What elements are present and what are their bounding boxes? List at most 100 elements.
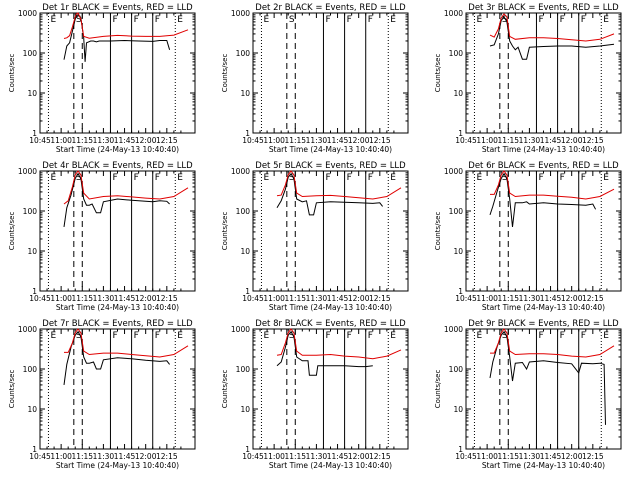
x-axis-label: Start Time (24-May-13 10:40:40) bbox=[269, 461, 392, 470]
x-tick-label: 12:15 bbox=[156, 294, 178, 303]
x-tick-label: 10:45 bbox=[455, 452, 477, 461]
series-events bbox=[63, 14, 171, 62]
x-tick-label: 11:00 bbox=[50, 294, 72, 303]
marker-label: E bbox=[177, 173, 183, 183]
series-lld bbox=[63, 170, 189, 205]
y-tick-label: 1 bbox=[32, 287, 37, 296]
x-tick-label: 11:00 bbox=[50, 136, 72, 145]
marker-label: E bbox=[50, 173, 56, 183]
plot-frame bbox=[465, 12, 622, 134]
plot-frame bbox=[39, 12, 196, 134]
y-tick-label: 1 bbox=[32, 445, 37, 454]
x-axis-label: Start Time (24-May-13 10:40:40) bbox=[269, 145, 392, 154]
chart-title: Det 5r BLACK = Events, RED = LLD bbox=[255, 161, 406, 171]
y-tick-label: 100 bbox=[236, 207, 251, 216]
x-tick-label: 11:45 bbox=[327, 294, 349, 303]
chart-title: Det 2r BLACK = Events, RED = LLD bbox=[255, 3, 406, 13]
panel: Det 3r BLACK = Events, RED = LLD Counts/s… bbox=[434, 3, 622, 154]
x-tick-label: 11:15 bbox=[71, 294, 93, 303]
x-tick-label: 10:45 bbox=[242, 452, 264, 461]
marker-label: S bbox=[502, 331, 508, 341]
y-tick-label: 1 bbox=[458, 129, 463, 138]
marker-label: F bbox=[347, 173, 352, 183]
chart-title: Det 6r BLACK = Events, RED = LLD bbox=[468, 161, 619, 171]
x-tick-label: 11:30 bbox=[93, 136, 115, 145]
x-axis-label: Start Time (24-May-13 10:40:40) bbox=[482, 461, 605, 470]
x-tick-label: 11:30 bbox=[306, 136, 328, 145]
x-tick-label: 12:00 bbox=[135, 452, 157, 461]
series-events bbox=[489, 16, 615, 60]
marker-label: E bbox=[263, 173, 269, 183]
x-tick-label: 11:00 bbox=[50, 452, 72, 461]
marker-label: F bbox=[581, 173, 586, 183]
x-tick-label: 11:00 bbox=[263, 136, 285, 145]
x-tick-label: 11:15 bbox=[497, 136, 519, 145]
marker-label: E bbox=[390, 331, 396, 341]
series-events bbox=[63, 330, 170, 385]
y-axis-label: Counts/sec bbox=[221, 212, 229, 251]
marker-label: F bbox=[368, 331, 373, 341]
marker-label: F bbox=[325, 15, 330, 25]
marker-label: S bbox=[76, 331, 82, 341]
y-tick-label: 1000 bbox=[444, 167, 463, 176]
y-tick-label: 1000 bbox=[231, 325, 250, 334]
y-tick-label: 1000 bbox=[444, 9, 463, 18]
y-tick-label: 10 bbox=[453, 405, 463, 414]
y-tick-label: 10 bbox=[27, 89, 37, 98]
marker-label: F bbox=[112, 331, 117, 341]
marker-label: E bbox=[476, 331, 482, 341]
marker-label: F bbox=[560, 15, 565, 25]
y-axis-label: Counts/sec bbox=[8, 54, 16, 93]
marker-label: E bbox=[390, 15, 396, 25]
x-tick-label: 11:30 bbox=[306, 452, 328, 461]
marker-label: F bbox=[325, 331, 330, 341]
x-tick-label: 12:00 bbox=[348, 452, 370, 461]
x-tick-label: 10:45 bbox=[29, 294, 51, 303]
x-tick-label: 12:00 bbox=[348, 294, 370, 303]
y-tick-label: 100 bbox=[449, 365, 464, 374]
y-tick-label: 10 bbox=[453, 89, 463, 98]
series-events bbox=[276, 330, 373, 376]
plot-frame bbox=[252, 12, 409, 134]
x-tick-label: 11:45 bbox=[114, 136, 136, 145]
marker-label: S bbox=[502, 173, 508, 183]
x-tick-label: 12:15 bbox=[369, 294, 391, 303]
panel: Det 6r BLACK = Events, RED = LLD Counts/s… bbox=[434, 161, 622, 312]
x-tick-label: 11:45 bbox=[114, 452, 136, 461]
plot-frame bbox=[465, 328, 622, 450]
x-tick-label: 12:00 bbox=[135, 294, 157, 303]
x-tick-label: 12:00 bbox=[348, 136, 370, 145]
x-tick-label: 11:00 bbox=[476, 294, 498, 303]
panel: Det 4r BLACK = Events, RED = LLD Counts/s… bbox=[8, 161, 196, 312]
y-tick-label: 1 bbox=[245, 287, 250, 296]
x-tick-label: 11:00 bbox=[263, 452, 285, 461]
plot-frame bbox=[465, 170, 622, 292]
y-tick-label: 1000 bbox=[231, 167, 250, 176]
chart-title: Det 3r BLACK = Events, RED = LLD bbox=[468, 3, 619, 13]
plot-frame bbox=[252, 328, 409, 450]
y-tick-label: 100 bbox=[236, 49, 251, 58]
marker-label: F bbox=[134, 331, 139, 341]
series-lld bbox=[490, 328, 615, 358]
y-tick-label: 1000 bbox=[18, 167, 37, 176]
y-axis-label: Counts/sec bbox=[434, 54, 442, 93]
y-tick-label: 100 bbox=[236, 365, 251, 374]
marker-label: F bbox=[538, 173, 543, 183]
marker-label: S bbox=[502, 15, 508, 25]
y-tick-label: 1000 bbox=[231, 9, 250, 18]
x-tick-label: 12:00 bbox=[561, 136, 583, 145]
y-tick-label: 100 bbox=[23, 365, 38, 374]
y-tick-label: 1 bbox=[458, 287, 463, 296]
y-axis-label: Counts/sec bbox=[221, 54, 229, 93]
x-tick-label: 12:15 bbox=[369, 136, 391, 145]
marker-label: S bbox=[289, 173, 295, 183]
x-tick-label: 11:30 bbox=[519, 294, 541, 303]
x-tick-label: 11:15 bbox=[497, 294, 519, 303]
x-tick-label: 11:45 bbox=[327, 136, 349, 145]
y-tick-label: 1 bbox=[245, 445, 250, 454]
marker-label: F bbox=[560, 331, 565, 341]
panel: Det 5r BLACK = Events, RED = LLD Counts/s… bbox=[221, 161, 409, 312]
x-tick-label: 12:15 bbox=[156, 452, 178, 461]
y-tick-label: 100 bbox=[23, 207, 38, 216]
x-tick-label: 11:30 bbox=[93, 294, 115, 303]
